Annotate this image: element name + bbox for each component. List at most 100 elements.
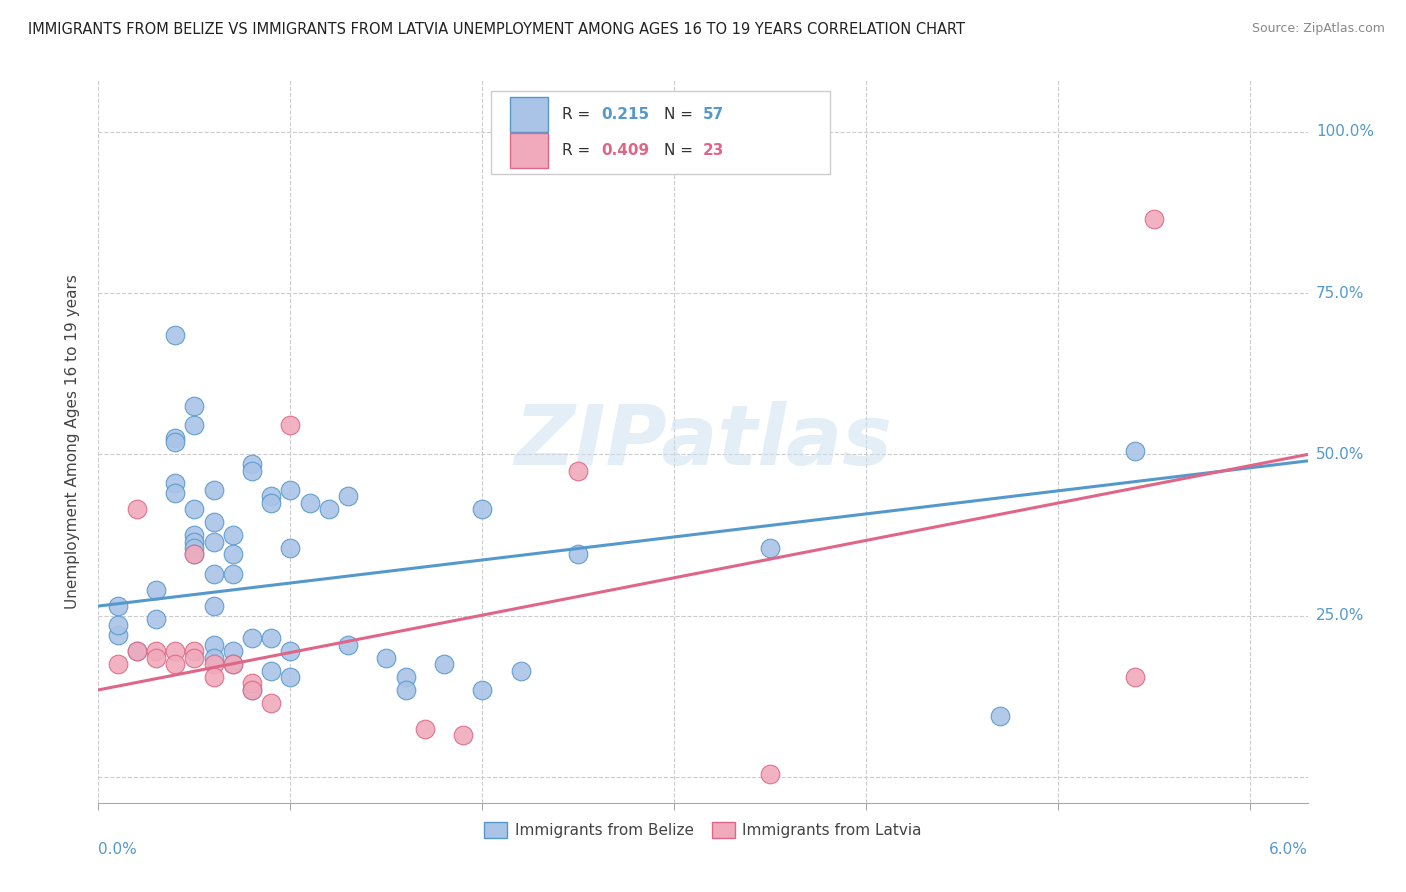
Point <box>1143 211 1166 226</box>
Point <box>183 650 205 665</box>
Point <box>567 464 589 478</box>
Text: R =: R = <box>561 107 595 121</box>
Text: 100.0%: 100.0% <box>1316 124 1374 139</box>
Point <box>145 644 167 658</box>
Point <box>107 657 129 672</box>
Point <box>280 418 302 433</box>
Text: 0.0%: 0.0% <box>98 842 138 856</box>
Point <box>165 486 187 500</box>
Point <box>759 766 782 780</box>
Point <box>183 548 205 562</box>
Point <box>125 644 148 658</box>
Point <box>336 638 359 652</box>
Point <box>1123 670 1146 684</box>
Point <box>222 657 245 672</box>
Point <box>222 528 245 542</box>
Text: 0.409: 0.409 <box>602 143 650 158</box>
Point <box>145 650 167 665</box>
Point <box>471 682 494 697</box>
Point <box>165 434 187 449</box>
Point <box>202 650 225 665</box>
Point <box>202 657 225 672</box>
Point <box>240 464 263 478</box>
Point <box>183 534 205 549</box>
Point <box>183 399 205 413</box>
Point <box>183 548 205 562</box>
Point <box>165 431 187 445</box>
Point <box>260 664 283 678</box>
Point <box>125 502 148 516</box>
Point <box>280 483 302 497</box>
FancyBboxPatch shape <box>492 91 830 174</box>
Y-axis label: Unemployment Among Ages 16 to 19 years: Unemployment Among Ages 16 to 19 years <box>65 274 80 609</box>
Point <box>260 489 283 503</box>
Point <box>433 657 456 672</box>
Text: 50.0%: 50.0% <box>1316 447 1364 462</box>
Point <box>280 541 302 555</box>
Point <box>298 496 321 510</box>
Text: ZIPatlas: ZIPatlas <box>515 401 891 482</box>
Point <box>222 644 245 658</box>
Point <box>990 708 1012 723</box>
Point <box>202 599 225 613</box>
Point <box>260 632 283 646</box>
Point <box>318 502 340 516</box>
Point <box>202 515 225 529</box>
Text: N =: N = <box>664 107 699 121</box>
Point <box>280 670 302 684</box>
Text: 0.215: 0.215 <box>602 107 650 121</box>
Point <box>222 657 245 672</box>
Point <box>260 696 283 710</box>
Point <box>471 502 494 516</box>
Text: 25.0%: 25.0% <box>1316 608 1364 624</box>
Point <box>183 528 205 542</box>
Point <box>202 566 225 581</box>
Point <box>125 644 148 658</box>
FancyBboxPatch shape <box>509 97 548 132</box>
Text: IMMIGRANTS FROM BELIZE VS IMMIGRANTS FROM LATVIA UNEMPLOYMENT AMONG AGES 16 TO 1: IMMIGRANTS FROM BELIZE VS IMMIGRANTS FRO… <box>28 22 965 37</box>
Point <box>222 566 245 581</box>
Point <box>759 541 782 555</box>
Point <box>183 418 205 433</box>
Point <box>336 489 359 503</box>
Point <box>222 548 245 562</box>
Point <box>183 541 205 555</box>
Point <box>165 644 187 658</box>
Text: 6.0%: 6.0% <box>1268 842 1308 856</box>
Legend: Immigrants from Belize, Immigrants from Latvia: Immigrants from Belize, Immigrants from … <box>477 814 929 846</box>
Text: R =: R = <box>561 143 595 158</box>
Point <box>183 502 205 516</box>
Text: 75.0%: 75.0% <box>1316 285 1364 301</box>
Point <box>375 650 398 665</box>
Point <box>240 457 263 471</box>
Point <box>451 728 474 742</box>
Point <box>394 670 416 684</box>
Point <box>1123 444 1146 458</box>
Point <box>240 682 263 697</box>
Text: 23: 23 <box>703 143 724 158</box>
Point <box>202 638 225 652</box>
Point <box>165 476 187 491</box>
Point <box>107 628 129 642</box>
FancyBboxPatch shape <box>509 133 548 168</box>
Point <box>165 328 187 343</box>
Point <box>509 664 531 678</box>
Text: 57: 57 <box>703 107 724 121</box>
Point <box>202 670 225 684</box>
Point <box>280 644 302 658</box>
Text: Source: ZipAtlas.com: Source: ZipAtlas.com <box>1251 22 1385 36</box>
Point <box>240 676 263 690</box>
Point <box>394 682 416 697</box>
Point <box>107 618 129 632</box>
Point <box>165 657 187 672</box>
Point <box>183 644 205 658</box>
Point <box>260 496 283 510</box>
Point <box>145 582 167 597</box>
Point <box>240 682 263 697</box>
Point <box>567 548 589 562</box>
Point <box>240 632 263 646</box>
Point <box>145 612 167 626</box>
Point <box>202 483 225 497</box>
Point <box>202 534 225 549</box>
Point <box>413 722 436 736</box>
